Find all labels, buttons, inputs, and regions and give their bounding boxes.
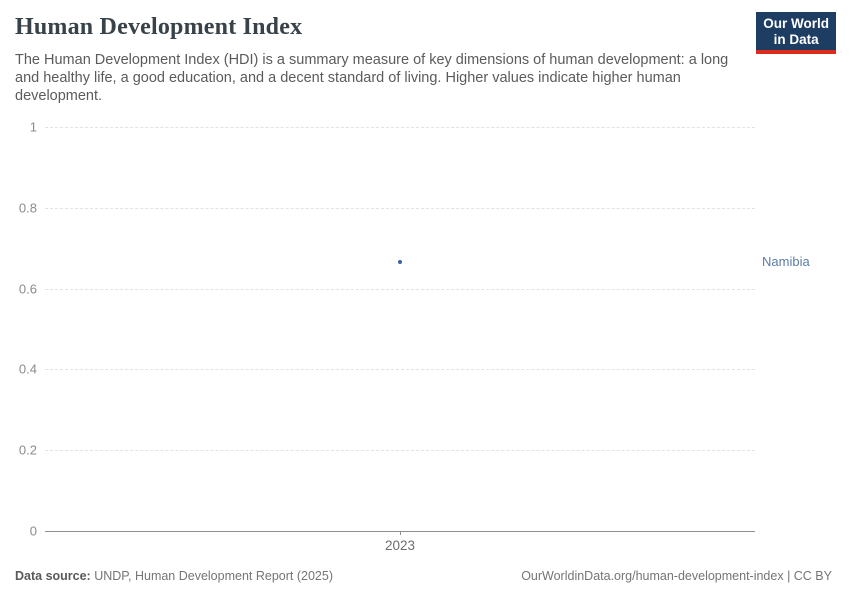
y-axis-tick-label: 0.4 (18, 361, 37, 377)
y-axis-tick-label: 0.2 (18, 442, 37, 458)
data-point-namibia[interactable] (398, 260, 402, 265)
data-source-text: UNDP, Human Development Report (2025) (90, 569, 333, 583)
x-axis-tick-mark (400, 531, 401, 535)
data-source-note: Data source: UNDP, Human Development Rep… (15, 569, 333, 583)
entity-label-namibia[interactable]: Namibia (762, 254, 810, 270)
y-axis-tick-label: 1 (29, 119, 37, 135)
x-axis-tick-label: 2023 (384, 538, 416, 553)
chart-title: Human Development Index (15, 14, 303, 40)
y-axis-tick-label: 0 (29, 523, 37, 539)
owid-logo-line1: Our World (763, 16, 829, 31)
data-source-label: Data source: (15, 569, 91, 583)
gridline (45, 369, 755, 371)
gridline (45, 450, 755, 452)
gridline (45, 127, 755, 128)
chart-subtitle: The Human Development Index (HDI) is a s… (15, 52, 729, 104)
chart-footer: Data source: UNDP, Human Development Rep… (15, 569, 832, 583)
owid-url-license-link[interactable]: OurWorldinData.org/human-development-ind… (521, 569, 832, 583)
gridline (45, 288, 755, 290)
y-axis-tick-label: 0.6 (18, 281, 37, 297)
y-axis-tick-label: 0.8 (18, 200, 37, 216)
owid-logo[interactable]: Our World in Data (756, 12, 836, 55)
gridline (45, 207, 755, 209)
owid-logo-line2: in Data (773, 31, 819, 47)
